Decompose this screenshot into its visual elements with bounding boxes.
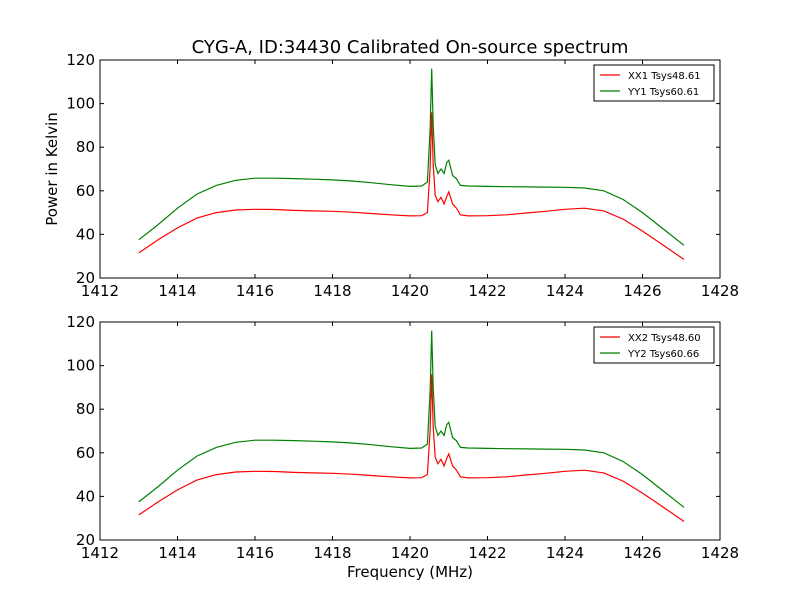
top-x-tick-label: 1428: [701, 282, 739, 300]
bottom-legend-label-2: YY2 Tsys60.66: [627, 349, 699, 360]
top-x-tick-label: 1424: [546, 282, 584, 300]
top-legend: XX1 Tsys48.61 YY1 Tsys60.61: [593, 64, 715, 102]
bottom-x-tick-label: 1418: [313, 544, 351, 562]
top-x-tick-label: 1416: [236, 282, 274, 300]
top-legend-label-1: XX1 Tsys48.61: [628, 71, 701, 82]
top-subplot: 1412 1414 1416 1418 1420 1422 1424 1426 1428 20 40…: [66, 51, 739, 300]
top-y-tick-label: 100: [66, 95, 95, 113]
bottom-x-tick-label: 1412: [81, 544, 119, 562]
top-y-tick-label: 60: [76, 182, 95, 200]
top-x-tick-label: 1426: [623, 282, 661, 300]
top-x-tick-label: 1420: [391, 282, 429, 300]
bottom-y-tick-label: 80: [76, 400, 95, 418]
top-series-line-2: [138, 68, 685, 246]
top-y-tick-label: 80: [76, 138, 95, 156]
y-axis-label: Power in Kelvin: [43, 112, 61, 226]
bottom-x-tick-label: 1424: [546, 544, 584, 562]
bottom-y-tick-label: 20: [76, 531, 95, 549]
bottom-x-tick-label: 1422: [468, 544, 506, 562]
top-series-line-1: [138, 112, 685, 260]
top-y-tick-label: 120: [66, 51, 95, 69]
top-legend-label-2: YY1 Tsys60.61: [627, 87, 699, 98]
bottom-x-tick-label: 1428: [701, 544, 739, 562]
top-y-tick-label: 40: [76, 225, 95, 243]
top-x-tick-label: 1418: [313, 282, 351, 300]
top-y-tick-label: 20: [76, 269, 95, 287]
bottom-series-line-1: [138, 374, 685, 522]
chart-title: CYG-A, ID:34430 Calibrated On-source spe…: [192, 37, 629, 58]
bottom-y-tick-label: 40: [76, 487, 95, 505]
top-x-tick-label: 1412: [81, 282, 119, 300]
bottom-y-tick-label: 60: [76, 444, 95, 462]
bottom-x-tick-label: 1420: [391, 544, 429, 562]
bottom-series-line-2: [138, 330, 685, 508]
bottom-x-tick-label: 1426: [623, 544, 661, 562]
top-x-tick-label: 1422: [468, 282, 506, 300]
x-axis-label: Frequency (MHz): [347, 563, 473, 581]
bottom-subplot: 1412 1414 1416 1418 1420 1422 1424 1426 1428 20 40…: [66, 313, 739, 562]
bottom-y-tick-label: 120: [66, 313, 95, 331]
bottom-legend-box: [593, 326, 715, 364]
top-x-tick-label: 1414: [158, 282, 196, 300]
bottom-legend-label-1: XX2 Tsys48.60: [628, 333, 701, 344]
bottom-legend: XX2 Tsys48.60 YY2 Tsys60.66: [593, 326, 715, 364]
bottom-x-tick-label: 1414: [158, 544, 196, 562]
top-legend-box: [593, 64, 715, 102]
bottom-x-tick-label: 1416: [236, 544, 274, 562]
bottom-y-tick-label: 100: [66, 357, 95, 375]
